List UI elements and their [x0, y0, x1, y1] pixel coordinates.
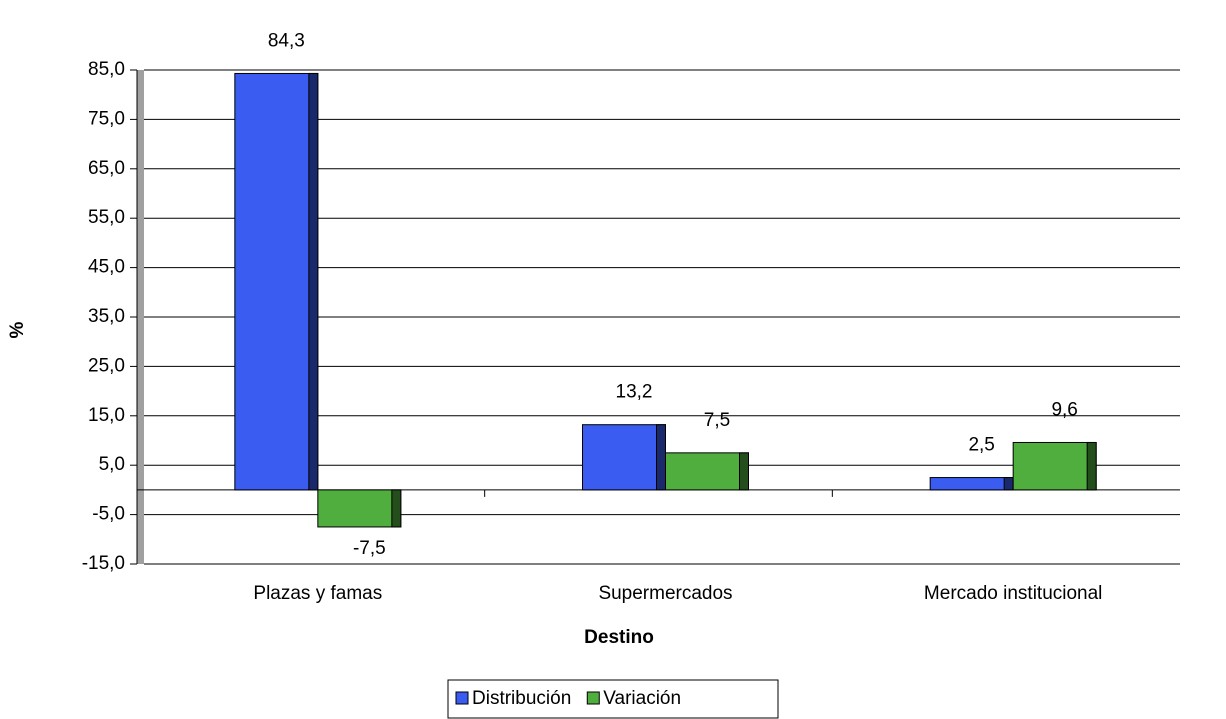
x-axis-title: Destino [584, 627, 654, 648]
bar [1012, 441, 1097, 491]
bar-side [739, 452, 749, 491]
y-tick-label: 25,0 [88, 355, 125, 376]
data-label: 84,3 [268, 30, 305, 51]
y-tick-label: 75,0 [88, 108, 125, 129]
y-tick-label: 5,0 [99, 454, 125, 475]
legend-label: Distribución [472, 688, 571, 709]
bar-side [1003, 477, 1014, 491]
data-label: 2,5 [968, 435, 994, 456]
bar [317, 489, 402, 528]
y-tick-label: 65,0 [88, 158, 125, 179]
legend-label: Variación [603, 688, 681, 709]
bar [582, 424, 666, 491]
bar [929, 477, 1014, 491]
y-tick-label: 35,0 [88, 306, 125, 327]
y-tick-label: -5,0 [92, 504, 125, 525]
bar-side [391, 489, 402, 528]
y-tick-label: 45,0 [88, 257, 125, 278]
side-wall [137, 70, 144, 564]
data-label: 9,6 [1051, 399, 1077, 420]
bar-side [308, 72, 319, 491]
bar-side [1086, 441, 1097, 491]
y-tick-label: 15,0 [88, 405, 125, 426]
x-tick-label: Mercado institucional [924, 583, 1102, 604]
y-tick-label: 55,0 [88, 207, 125, 228]
bar [665, 452, 749, 491]
legend-swatch [455, 691, 469, 705]
bar [234, 72, 319, 491]
legend-swatch [586, 691, 600, 705]
legend-box [447, 679, 779, 719]
y-tick-label: 85,0 [88, 59, 125, 80]
data-label: -7,5 [353, 538, 386, 559]
data-label: 7,5 [704, 410, 730, 431]
bar-side [656, 424, 666, 491]
y-axis-title: % [7, 321, 28, 338]
data-label: 13,2 [616, 382, 653, 403]
x-tick-label: Plazas y famas [253, 583, 382, 604]
y-tick-label: -15,0 [82, 553, 125, 574]
x-tick-label: Supermercados [598, 583, 732, 604]
